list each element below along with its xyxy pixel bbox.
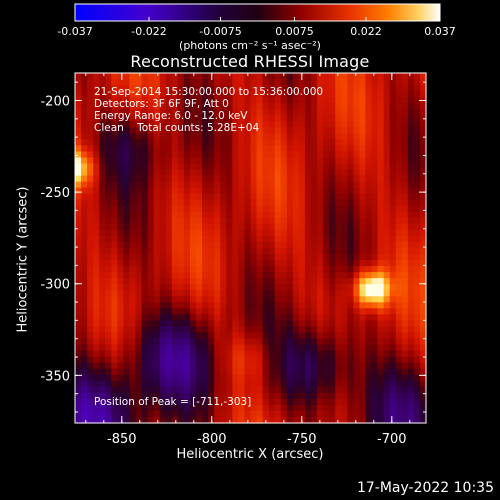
info-detectors: Detectors: 3F 6F 9F, Att 0 [94,98,229,110]
y-tick-label: -350 [40,369,70,384]
footer-date: 17-May-2022 10:35 [357,480,494,496]
colorbar-tick-label: 0.0075 [275,25,314,38]
colorbar-tick-label: 0.022 [350,25,382,38]
y-tick-label: -300 [40,278,70,293]
y-tick-label: -250 [40,186,70,201]
x-axis-label: Heliocentric X (arcsec) [70,447,430,462]
info-clean-counts: Clean Total counts: 5.28E+04 [94,122,259,134]
y-tick-label: -200 [40,94,70,109]
x-tick-label: -700 [377,432,407,447]
peak-position-label: Position of Peak = [-711,-303] [94,396,251,408]
colorbar-tick-label: 0.037 [424,25,456,38]
colorbar-tick-label: -0.037 [57,25,92,38]
colorbar-tick-label: -0.0075 [199,25,241,38]
colorbar-tick-label: -0.022 [131,25,166,38]
info-energy-range: Energy Range: 6.0 - 12.0 keV [94,110,247,122]
plot-title: Reconstructed RHESSI Image [0,52,500,71]
x-tick-label: -800 [197,432,227,447]
x-tick-label: -850 [107,432,137,447]
x-tick-label: -750 [287,432,317,447]
info-time-range: 21-Sep-2014 15:30:00.000 to 15:36:00.000 [94,86,323,98]
colorbar-units-label: (photons cm⁻² s⁻¹ asec⁻²) [0,39,500,52]
colorbar [75,4,440,21]
y-axis-label: Heliocentric Y (arcsec) [16,180,31,340]
